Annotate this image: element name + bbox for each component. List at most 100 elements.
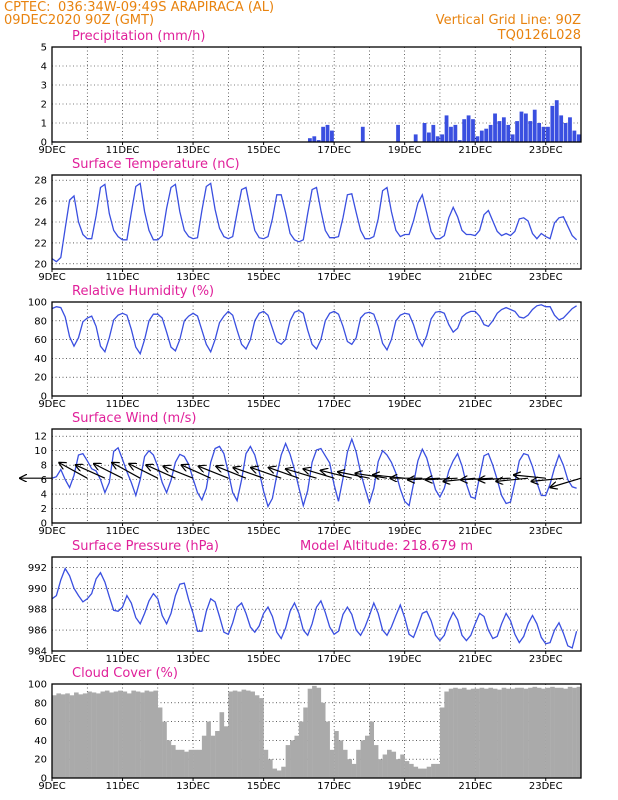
cloud-column: [290, 740, 295, 778]
precip-bar: [413, 134, 418, 142]
cloud-ytick-label: 0: [41, 774, 47, 785]
cloud-column: [175, 749, 181, 778]
cloud-column: [506, 688, 511, 778]
cloud-column: [360, 740, 366, 778]
cloud-column: [184, 751, 189, 778]
temp-series-line: [51, 182, 578, 263]
rh-title: Relative Humidity (%): [72, 284, 214, 299]
precip-title: Precipitation (mm/h): [72, 29, 205, 44]
wind-xtick-label: 11DEC: [106, 526, 140, 537]
cloud-column: [514, 687, 520, 778]
cloud-column: [294, 735, 300, 778]
cloud-column: [453, 687, 458, 778]
wind-panel: 0 2 4 6 8 10 12 9DEC 11DEC 13DEC 15DEC 17DEC 19DEC 21…: [20, 428, 582, 537]
precip-bar: [321, 126, 326, 142]
pressure-xtick-label: 9DEC: [38, 654, 65, 665]
wind-arrow: [514, 475, 546, 478]
precip-ytick-label: 2: [41, 100, 47, 111]
cloud-column: [96, 693, 101, 778]
rh-ytick-label: 20: [34, 373, 47, 384]
precip-bar: [550, 105, 555, 142]
cloud-column: [307, 688, 313, 778]
precip-bar: [449, 126, 453, 142]
pressure-ytick-label: 986: [28, 626, 47, 637]
cloud-column: [259, 698, 264, 778]
cloud-column: [501, 687, 507, 778]
cloud-column: [558, 687, 564, 778]
cloud-column: [241, 689, 247, 778]
precip-bar: [572, 130, 577, 142]
cloud-column: [448, 688, 454, 778]
cloud-column: [245, 690, 251, 778]
pressure-ytick-label: 984: [28, 647, 47, 658]
cloud-column: [87, 691, 92, 778]
pressure-xtick-label: 19DEC: [388, 654, 422, 665]
cloud-column: [391, 751, 397, 778]
precip-bar: [431, 124, 436, 142]
pressure-xtick-label: 15DEC: [247, 654, 281, 665]
rh-ytick-label: 100: [28, 298, 47, 309]
cloud-column: [316, 687, 322, 778]
rh-ytick-label: 80: [34, 316, 47, 327]
wind-arrow: [443, 478, 476, 481]
pressure-frame: [51, 556, 582, 652]
header-grid-note: Vertical Grid Line: 90Z: [436, 13, 581, 28]
wind-arrow: [59, 463, 88, 479]
cloud-column: [413, 766, 419, 778]
cloud-column: [272, 768, 278, 778]
cloud-column: [201, 735, 207, 778]
cloud-column: [532, 686, 538, 778]
wind-ytick-label: 10: [34, 446, 47, 457]
wind-ytick-label: 0: [41, 519, 47, 530]
cloud-column: [439, 707, 445, 778]
pressure-xtick-label: 21DEC: [458, 654, 492, 665]
cloud-ytick-label: 80: [34, 698, 47, 709]
cloud-column: [219, 712, 225, 778]
header-model: TQ0126L028: [497, 28, 581, 43]
precip-ytick-label: 3: [41, 81, 47, 92]
wind-title: Surface Wind (m/s): [72, 411, 196, 426]
precip-bar: [546, 126, 550, 142]
precip-ytick-label: 4: [41, 62, 47, 73]
rh-xtick-label: 23DEC: [529, 399, 563, 410]
precip-bar: [554, 100, 559, 142]
precip-bar: [497, 121, 502, 142]
temp-xtick-label: 19DEC: [388, 272, 422, 283]
cloud-column: [206, 721, 211, 778]
cloud-column: [554, 687, 560, 778]
precip-bar: [532, 109, 537, 142]
cloud-column: [157, 707, 163, 778]
precip-bar: [541, 126, 546, 142]
cloud-column: [422, 768, 427, 778]
rh-ytick-label: 40: [34, 354, 47, 365]
wind-arrow: [94, 464, 123, 479]
cloud-column: [329, 749, 335, 778]
cloud-column: [364, 735, 370, 778]
pressure-xtick-label: 13DEC: [176, 654, 210, 665]
rh-xtick-label: 9DEC: [38, 399, 65, 410]
cloud-column: [492, 688, 498, 778]
cloud-column: [457, 688, 463, 778]
cloud-column: [263, 749, 269, 778]
cloud-column: [148, 691, 154, 778]
cloud-column: [131, 690, 136, 778]
cloud-column: [373, 745, 379, 778]
rh-series-line: [51, 304, 577, 356]
cloud-column: [334, 731, 339, 778]
wind-arrow: [479, 478, 511, 480]
wind-arrow: [182, 465, 211, 479]
wind-xtick-label: 19DEC: [388, 526, 422, 537]
cloud-column: [541, 688, 546, 778]
cloud-xtick-label: 11DEC: [106, 781, 140, 792]
cloud-column: [268, 759, 273, 778]
precip-bar: [510, 134, 515, 142]
precip-bar: [576, 134, 581, 142]
cloud-column: [254, 695, 260, 778]
cloud-column: [510, 688, 516, 778]
cloud-xtick-label: 17DEC: [317, 781, 351, 792]
cloud-column: [250, 691, 255, 778]
cloud-ytick-label: 100: [28, 680, 47, 691]
precip-bar: [479, 130, 484, 142]
temp-ytick-label: 24: [34, 218, 47, 229]
precip-ytick-label: 1: [41, 119, 47, 130]
